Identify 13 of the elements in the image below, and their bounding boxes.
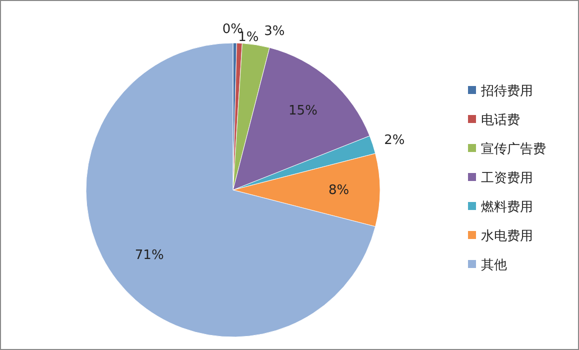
data-label: 71% [134,248,164,263]
legend-label: 招待费用 [480,84,533,99]
legend-label: 水电费用 [481,229,533,244]
legend-label: 宣传广告费 [481,141,546,157]
data-label: 2% [384,133,405,148]
legend-label: 燃料费用 [481,200,533,215]
data-label: 3% [264,24,285,39]
legend-label: 其他 [481,258,507,273]
data-label: 15% [288,104,318,119]
legend-label: 电话费 [481,113,520,128]
legend-label: 工资费用 [481,171,533,186]
data-label: 0% [222,22,244,38]
data-label: 8% [328,183,350,198]
